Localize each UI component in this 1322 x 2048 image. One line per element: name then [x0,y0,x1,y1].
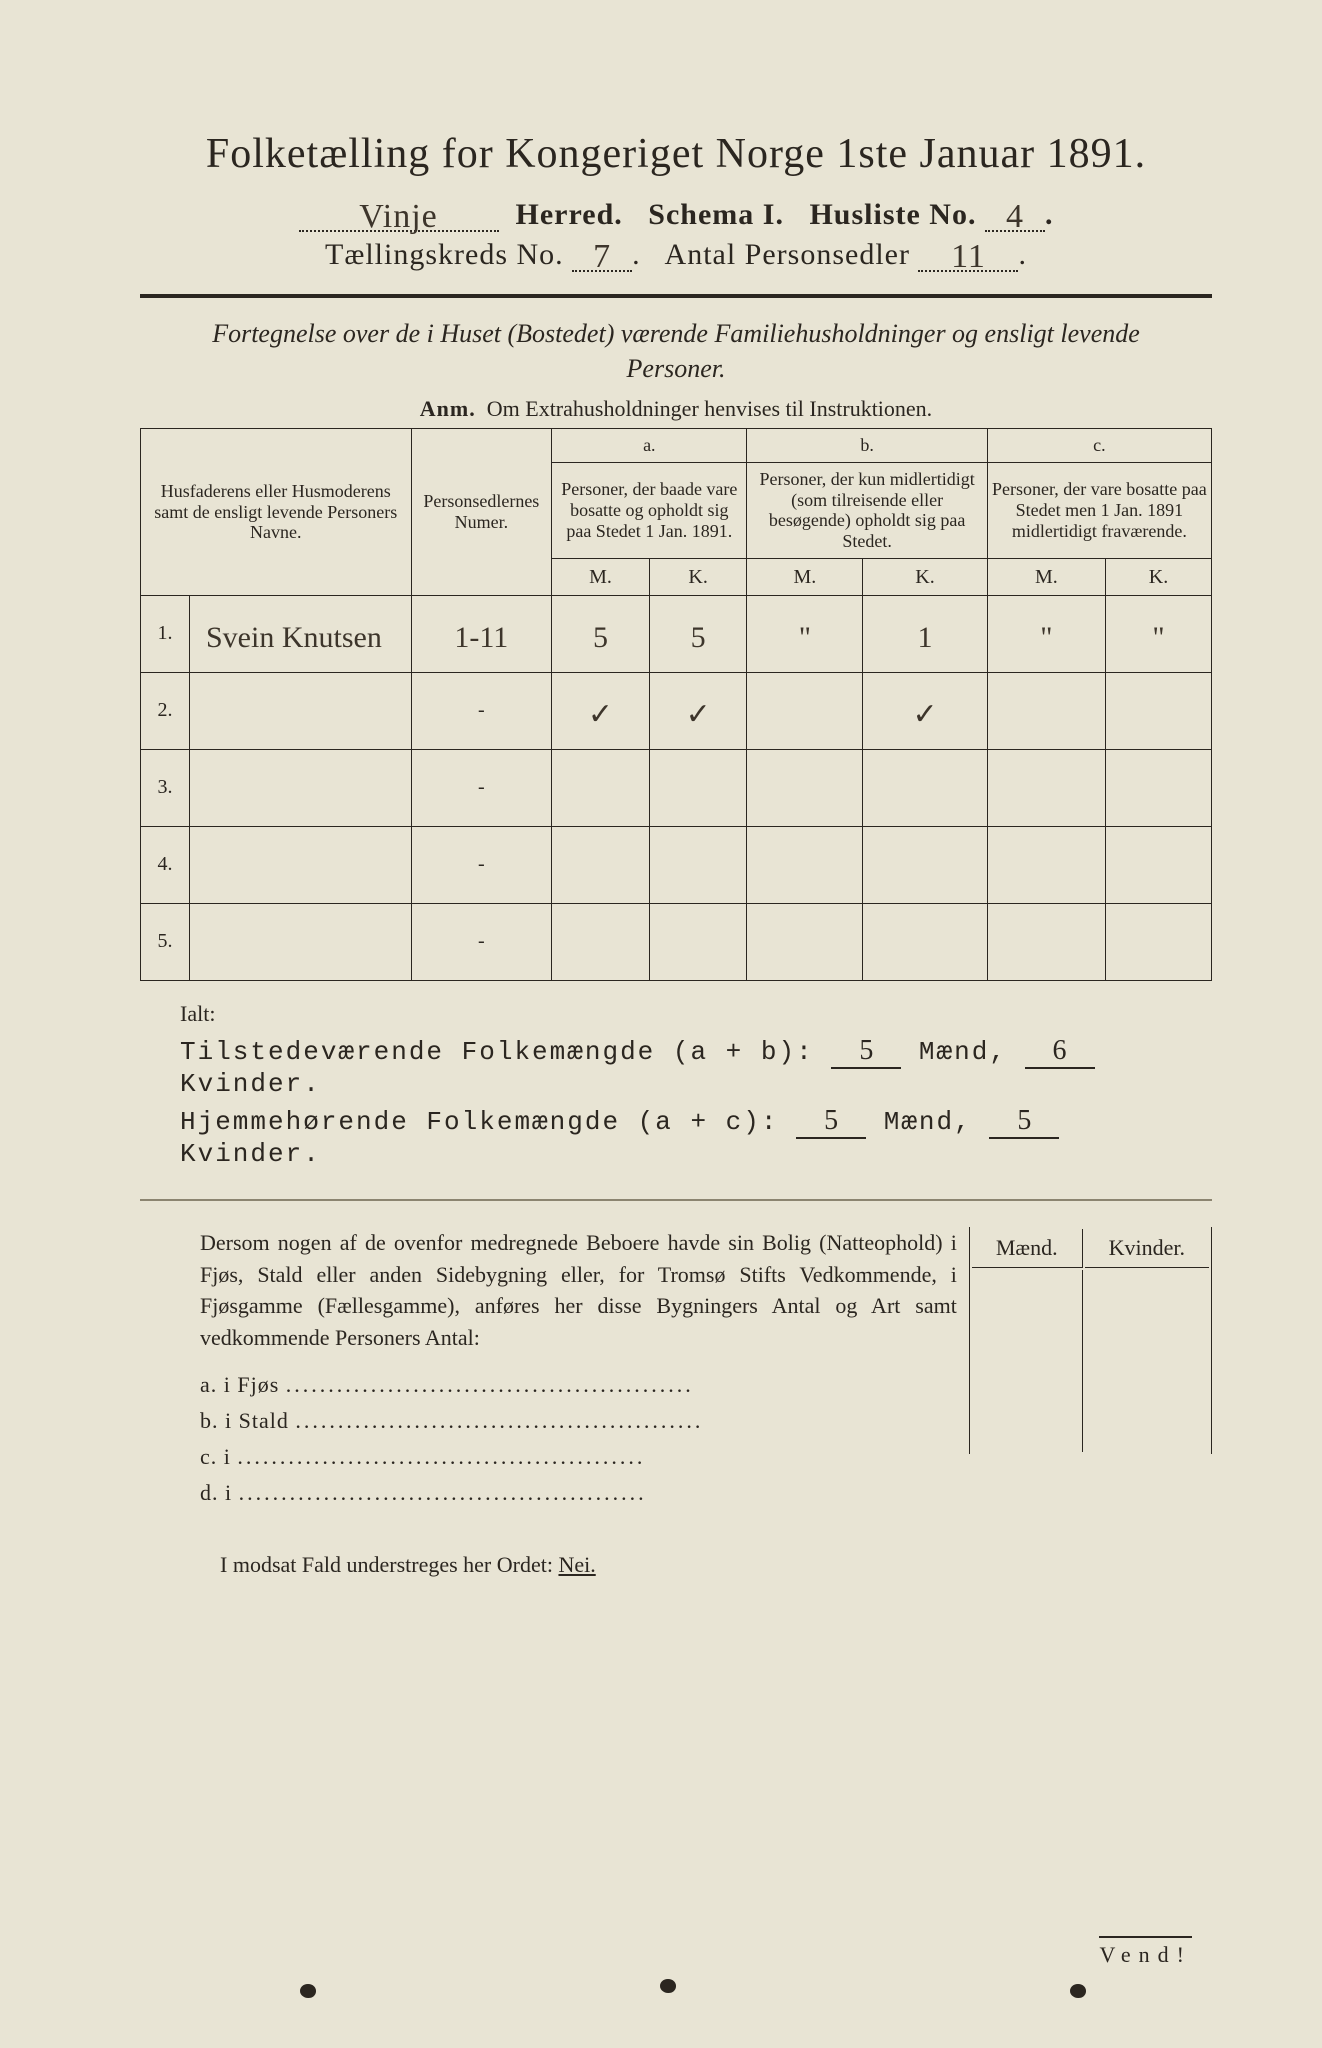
modsat-nei: Nei. [558,1552,595,1577]
cell-bK: 1 [863,595,987,672]
cell-aM: 5 [552,595,650,672]
row-numer: - [411,826,552,903]
col-c: Personer, der vare bosatte paa Stedet me… [987,462,1211,558]
husliste-label: Husliste No. [809,198,976,231]
row-name [190,672,412,749]
col-a-tag: a. [552,429,747,463]
schema-label: Schema I. [648,198,784,231]
mk-box-k: Kvinder. [1085,1229,1209,1268]
list-item-d: d. i ...................................… [200,1480,1212,1506]
col-c-tag: c. [987,429,1211,463]
row-num: 5. [141,903,190,980]
ink-dot-icon [660,1979,676,1993]
row-name [190,826,412,903]
col-b: Personer, der kun midlertidigt (som tilr… [747,462,987,558]
antal-field: 11 [918,236,1018,272]
modsat-line: I modsat Fald understreges her Ordet: Ne… [220,1552,1212,1578]
maend-label: Mænd, [884,1107,972,1137]
row-numer: - [411,903,552,980]
col-c-k: K. [1106,558,1212,595]
modsat-pre: I modsat Fald understreges her Ordet: [220,1552,558,1577]
col-name: Husfaderens eller Husmoderens samt de en… [141,429,412,595]
totals-2-k: 5 [989,1105,1059,1139]
antal-label: Antal Personsedler [665,238,910,271]
kreds-label: Tællingskreds No. [325,238,564,271]
cell-bM: " [747,595,863,672]
col-numer: Personsedlernes Numer. [411,429,552,595]
totals-1-label: Tilstedeværende Folkemængde (a + b): [180,1037,814,1067]
vend-label: Vend! [1099,1936,1192,1968]
table-row: 2. - ✓ ✓ ✓ [141,672,1212,749]
totals-line-2: Hjemmehørende Folkemængde (a + c): 5 Mæn… [180,1105,1212,1169]
kreds-value: 7 [593,238,611,275]
col-b-k: K. [863,558,987,595]
col-c-m: M. [987,558,1105,595]
kreds-field: 7 [572,236,632,272]
totals-line-1: Tilstedeværende Folkemængde (a + b): 5 M… [180,1035,1212,1099]
totals-2-label: Hjemmehørende Folkemængde (a + c): [180,1107,779,1137]
cell-cM: " [987,595,1105,672]
census-form-page: Folketælling for Kongeriget Norge 1ste J… [0,0,1322,2048]
husliste-field: 4 [985,196,1045,232]
antal-value: 11 [951,238,986,275]
table-row: 3. - [141,749,1212,826]
herred-label: Herred. [516,198,623,231]
col-a-m: M. [552,558,650,595]
table-row: 5. - [141,903,1212,980]
main-table: Husfaderens eller Husmoderens samt de en… [140,428,1212,980]
herred-field: Vinje [299,196,499,232]
anm-label: Anm. [420,396,476,421]
anm-line: Anm. Om Extrahusholdninger henvises til … [140,396,1212,422]
maend-label: Mænd, [919,1037,1007,1067]
mk-box-m: Mænd. [972,1229,1083,1268]
cell-aK: ✓ [649,672,747,749]
anm-text: Om Extrahusholdninger henvises til Instr… [487,396,932,421]
cell-cK: " [1106,595,1212,672]
col-a: Personer, der baade vare bosatte og opho… [552,462,747,558]
page-title: Folketælling for Kongeriget Norge 1ste J… [140,130,1212,178]
ialt-label: Ialt: [180,1001,1212,1027]
row-num: 1. [141,595,190,672]
row-name [190,749,412,826]
row-num: 4. [141,826,190,903]
row-num: 2. [141,672,190,749]
header-line-1: Vinje Herred. Schema I. Husliste No. 4 . [140,196,1212,232]
cell-cM [987,672,1105,749]
mk-box: Mænd. Kvinder. [969,1227,1212,1454]
col-b-m: M. [747,558,863,595]
col-b-tag: b. [747,429,987,463]
cell-aK: 5 [649,595,747,672]
totals-1-k: 6 [1025,1035,1095,1069]
kvinder-label: Kvinder. [180,1139,321,1169]
col-a-k: K. [649,558,747,595]
row-num: 3. [141,749,190,826]
totals-1-m: 5 [831,1035,901,1069]
row-numer: - [411,672,552,749]
divider-1 [140,294,1212,298]
row-name [190,903,412,980]
row-name: Svein Knutsen [190,595,412,672]
cell-cK [1106,672,1212,749]
row-numer: - [411,749,552,826]
subtitle: Fortegnelse over de i Huset (Bostedet) v… [200,316,1152,386]
kvinder-label: Kvinder. [180,1069,321,1099]
herred-value: Vinje [359,198,438,235]
table-row: 1. Svein Knutsen 1-11 5 5 " 1 " " [141,595,1212,672]
ink-dot-icon [1070,1984,1086,1998]
header-line-2: Tællingskreds No. 7 . Antal Personsedler… [140,236,1212,272]
ink-dot-icon [300,1984,316,1998]
row-numer: 1-11 [411,595,552,672]
cell-aM: ✓ [552,672,650,749]
husliste-value: 4 [1006,198,1024,235]
cell-bK: ✓ [863,672,987,749]
cell-bM [747,672,863,749]
totals-2-m: 5 [796,1105,866,1139]
divider-2 [140,1199,1212,1201]
table-row: 4. - [141,826,1212,903]
